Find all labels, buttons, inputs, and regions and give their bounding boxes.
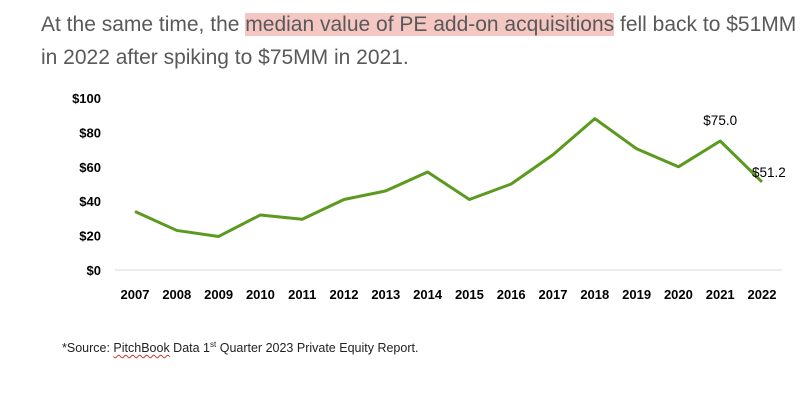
source-mid: Data 1 <box>169 341 211 356</box>
data-point <box>300 217 305 222</box>
data-point <box>258 212 263 217</box>
data-point <box>551 152 556 157</box>
x-tick-label: 2008 <box>162 287 191 302</box>
x-tick-label: 2007 <box>121 287 150 302</box>
data-point <box>592 116 597 121</box>
y-tick-label: $80 <box>79 125 101 140</box>
source-note: *Source: PitchBook Data 1st Quarter 2023… <box>62 340 418 355</box>
x-tick-label: 2012 <box>330 287 359 302</box>
data-label: $51.2 <box>752 165 786 180</box>
data-point <box>174 228 179 233</box>
data-point <box>760 179 765 184</box>
y-tick-label: $0 <box>87 263 101 278</box>
x-tick-label: 2019 <box>622 287 651 302</box>
x-tick-label: 2021 <box>706 287 735 302</box>
data-point <box>634 146 639 151</box>
x-tick-label: 2013 <box>371 287 400 302</box>
source-sup: st <box>210 340 217 349</box>
x-tick-label: 2010 <box>246 287 275 302</box>
data-label: $75.0 <box>703 113 737 128</box>
data-labels: $75.0 $51.2 <box>703 113 785 180</box>
line-chart: $0 $20 $40 $60 $80 $100 2007 2008 2009 2010 2011 2… <box>0 85 809 310</box>
source-suffix: Quarter 2023 Private Equity Report. <box>216 341 419 356</box>
x-tick-label: 2017 <box>539 287 568 302</box>
source-pitchbook: PitchBook <box>113 341 170 356</box>
x-tick-label: 2011 <box>288 287 316 302</box>
data-point <box>718 139 723 144</box>
headline-before: At the same time, the <box>41 13 246 36</box>
data-point <box>676 164 681 169</box>
x-tick-label: 2022 <box>748 287 777 302</box>
data-point <box>383 188 388 193</box>
data-point <box>467 197 472 202</box>
data-points <box>133 116 765 239</box>
x-tick-label: 2018 <box>580 287 609 302</box>
source-prefix: *Source: <box>62 341 114 356</box>
y-tick-label: $20 <box>79 229 101 244</box>
x-tick-labels: 2007 2008 2009 2010 2011 2012 2013 2014 2015 2016… <box>121 287 777 302</box>
x-tick-label: 2016 <box>497 287 526 302</box>
headline: At the same time, the median value of PE… <box>41 8 801 74</box>
y-tick-label: $60 <box>79 160 101 175</box>
y-tick-label: $40 <box>79 194 101 209</box>
x-tick-label: 2009 <box>204 287 233 302</box>
x-tick-label: 2015 <box>455 287 484 302</box>
y-tick-label: $100 <box>72 91 101 106</box>
line-chart-svg: $0$20$40$60$80$100 2007 2008 2009 2010 2011 2… <box>72 91 786 302</box>
x-tick-label: 2020 <box>664 287 693 302</box>
data-point <box>509 182 514 187</box>
data-point <box>425 169 430 174</box>
x-tick-label: 2014 <box>413 287 443 302</box>
data-point <box>133 209 138 214</box>
data-point <box>216 234 221 239</box>
headline-highlight: median value of PE add-on acquisitions <box>245 13 615 36</box>
headline-after: fell back to $51MM in 2022 after spiking… <box>41 13 797 69</box>
data-point <box>342 197 347 202</box>
series-line <box>134 117 764 238</box>
y-tick-labels: $0 $20 $40 $60 $80 $100 <box>72 91 101 278</box>
